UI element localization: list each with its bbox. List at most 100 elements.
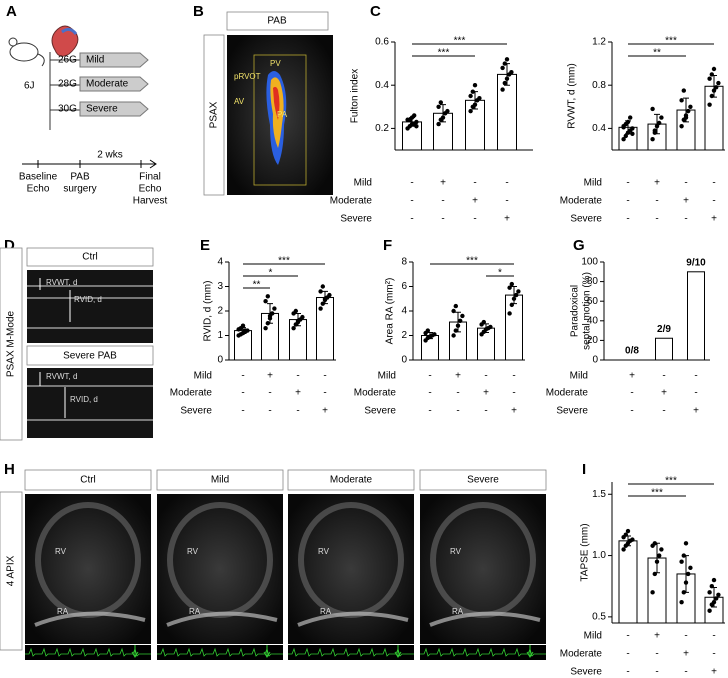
y-tick-label: 20 <box>587 335 599 346</box>
image-label: RVID, d <box>70 395 98 404</box>
ecg-trace <box>25 647 151 657</box>
condition-sign: - <box>410 196 413 207</box>
condition-sign: - <box>484 371 487 382</box>
data-point <box>681 590 686 595</box>
data-point <box>686 108 691 114</box>
y-tick-label: 0 <box>592 355 598 366</box>
condition-sign: - <box>712 196 715 207</box>
condition-label: Mild <box>378 371 396 382</box>
data-point <box>412 113 417 118</box>
condition-sign: - <box>662 406 665 417</box>
condition-sign: + <box>711 214 717 225</box>
data-point <box>477 95 482 101</box>
significance-label: * <box>498 268 502 279</box>
y-tick-label: 0.2 <box>375 123 389 134</box>
data-point <box>504 76 510 81</box>
data-point <box>650 137 655 142</box>
data-point <box>621 547 626 552</box>
data-point <box>683 115 689 120</box>
condition-sign: + <box>629 371 635 382</box>
data-point <box>453 303 458 309</box>
data-point <box>688 565 693 571</box>
image-label: RA <box>189 607 201 616</box>
data-point <box>714 596 719 601</box>
data-point <box>500 65 505 71</box>
image-label: RVID, d <box>74 295 102 304</box>
image-label: RV <box>450 547 462 556</box>
condition-sign: + <box>661 388 667 399</box>
panel-b: PAB PSAX PV pRVOT AV PA <box>203 11 333 196</box>
label-box <box>156 469 284 491</box>
data-point <box>509 70 514 75</box>
image-label: RV <box>318 547 330 556</box>
condition-sign: - <box>712 178 715 189</box>
y-tick-label: 1 <box>217 330 223 341</box>
condition-sign: - <box>694 388 697 399</box>
condition-sign: - <box>268 406 271 417</box>
side-label: PSAX M-Mode <box>6 310 17 377</box>
header: Severe <box>467 475 499 486</box>
image-label: PV <box>270 59 281 68</box>
y-tick-label: 40 <box>587 315 599 326</box>
group-arrow <box>79 52 149 68</box>
y-tick-label: 0.8 <box>592 80 606 91</box>
group-label: Moderate <box>86 79 129 90</box>
condition-label: Severe <box>180 406 212 417</box>
bar <box>316 297 334 361</box>
data-point <box>458 318 463 323</box>
data-point <box>650 590 655 595</box>
doppler-flow <box>273 86 280 120</box>
echo-image <box>27 270 153 343</box>
condition-sign: + <box>295 388 301 399</box>
data-point <box>688 104 693 110</box>
side-label: PSAX <box>209 101 220 128</box>
condition-sign: - <box>410 214 413 225</box>
mouse-tail <box>37 53 45 67</box>
y-axis-label: Area RA (mm²) <box>385 278 396 345</box>
data-point <box>623 532 628 537</box>
condition-sign: + <box>654 631 660 642</box>
y-axis-label: RVID, d (mm) <box>203 281 214 342</box>
header: Mild <box>211 475 229 486</box>
data-point <box>427 334 433 339</box>
condition-label: Moderate <box>330 196 373 207</box>
condition-sign: - <box>456 406 459 417</box>
image-label: RVWT, d <box>46 372 77 381</box>
condition-sign: - <box>684 178 687 189</box>
data-point <box>630 131 635 136</box>
condition-sign: - <box>505 178 508 189</box>
timeline-label: surgery <box>63 184 96 195</box>
group-label: Severe <box>86 104 118 115</box>
y-tick-label: 4 <box>401 306 407 317</box>
label-box <box>0 247 23 441</box>
condition-sign: + <box>683 649 689 660</box>
data-point <box>243 328 248 333</box>
data-point <box>681 88 686 93</box>
condition-sign: + <box>504 214 510 225</box>
gauge: 28G <box>58 79 77 90</box>
timeline-label: Echo <box>139 184 162 195</box>
data-point <box>502 80 507 86</box>
y-tick-label: 2 <box>217 306 223 317</box>
strain: 6J <box>24 81 35 92</box>
ecg-strip <box>288 645 414 660</box>
condition-sign: + <box>511 406 517 417</box>
panel-letter: B <box>193 3 204 20</box>
condition-sign: - <box>626 649 629 660</box>
y-tick-label: 0 <box>217 355 223 366</box>
data-point <box>265 294 270 299</box>
data-point <box>263 299 268 304</box>
group-label: Mild <box>86 55 104 66</box>
ecg-marker <box>263 645 271 658</box>
ecg-trace <box>288 647 414 657</box>
data-point <box>318 306 323 311</box>
y-axis-label: RVWT, d (mm) <box>567 63 578 128</box>
header: Ctrl <box>82 252 98 263</box>
condition-label: Mild <box>194 371 212 382</box>
data-point <box>716 592 721 597</box>
panel-h: 4 APIX <box>0 491 23 651</box>
condition-sign: - <box>505 196 508 207</box>
data-point <box>470 89 475 94</box>
condition-sign: - <box>268 388 271 399</box>
gauge: 30G <box>58 104 77 115</box>
